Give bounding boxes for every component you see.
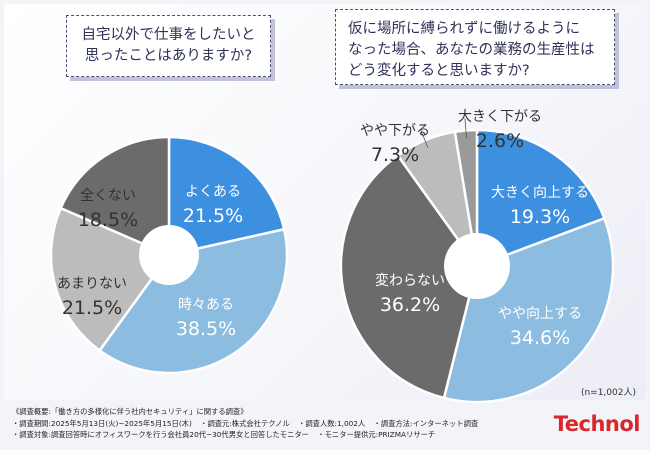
pie2-leader-line-4 — [464, 118, 467, 139]
survey-period: ・調査期間:2025年5月13日(火)~2025年5月15日(木) — [12, 418, 192, 428]
question-2-line-2: なった場合、あなたの業務の生産性は — [348, 42, 595, 58]
pie2-slice-2 — [339, 153, 479, 400]
pie1-slice-2 — [49, 206, 171, 353]
question-1-line-2: 思ったことはありますか? — [84, 48, 253, 64]
pie1-category-label-2: あまりない — [57, 276, 127, 292]
pie2-value-label-2: 36.2% — [380, 294, 440, 316]
pie1-category-label-3: 全くない — [80, 187, 136, 204]
pie2-slice-0 — [475, 128, 606, 268]
pie1-category-label-0: よくある — [185, 184, 241, 200]
pie-chart-1: よくある 21.5% 時々ある 38.5% あまりない 21.5% 全くない 18.5% — [49, 135, 289, 375]
survey-footer: 《調査概要:「働き方の多様化に伴う社内セキュリティ」に関する調査》 ・調査期間:… — [12, 406, 572, 441]
pie1-slice-3 — [59, 135, 171, 257]
pie-chart-2: 大きく向上する 19.3% やや向上する 34.6% 変わらない 36.2% やや下がる 7.… — [339, 109, 615, 404]
pie2-category-label-1: やや向上する — [498, 306, 582, 322]
pie1-value-label-2: 21.5% — [62, 297, 122, 319]
survey-respondents: ・調査人数:1,002人 — [298, 418, 366, 428]
pie1-slice-0 — [167, 135, 286, 257]
survey-organizer: ・調査元:株式会社テクノル — [200, 418, 290, 428]
survey-provider: ・モニター提供元:PRIZMAリサーチ — [317, 430, 436, 439]
pie2-value-label-0: 19.3% — [510, 206, 570, 228]
pie2-center-hole — [444, 233, 510, 299]
pie1-value-label-3: 18.5% — [78, 209, 138, 231]
pie2-category-label-4: 大きく下がる — [458, 109, 542, 125]
pie2-category-label-2: 変わらない — [375, 272, 445, 289]
pie1-value-label-1: 38.5% — [176, 318, 236, 340]
pie2-value-label-3: 7.3% — [371, 144, 419, 166]
pie2-leader-line-3 — [419, 129, 429, 148]
question-box-1: 自宅以外で仕事をしたいと 思ったことはありますか? — [66, 15, 271, 77]
question-2-line-3: どう変化すると思いますか? — [348, 63, 530, 79]
question-1-line-1: 自宅以外で仕事をしたいと — [81, 27, 256, 43]
pie1-slice-1 — [97, 227, 289, 375]
question-box-2: 仮に場所に縛られずに働けるように なった場合、あなたの業務の生産性は どう変化す… — [335, 9, 615, 85]
technol-logo: Technol — [553, 412, 641, 436]
pie2-value-label-1: 34.6% — [510, 327, 570, 349]
pie1-category-label-1: 時々ある — [178, 297, 234, 313]
pie1-center-hole — [139, 225, 199, 285]
survey-target: ・調査対象:調査回答時にオフィスワークを行う会社員20代~30代男女と回答したモ… — [12, 430, 309, 439]
question-2-line-1: 仮に場所に縛られずに働けるように — [348, 21, 580, 37]
pie2-category-label-3: やや下がる — [360, 123, 430, 139]
sample-size-note: (n=1,002人) — [580, 388, 636, 398]
pie2-category-label-0: 大きく向上する — [491, 185, 589, 201]
pie1-value-label-0: 21.5% — [183, 205, 243, 227]
survey-method: ・調査方法:インターネット調査 — [373, 418, 479, 428]
survey-title: 《調査概要:「働き方の多様化に伴う社内セキュリティ」に関する調査》 — [12, 407, 248, 416]
pie2-value-label-4: 2.6% — [476, 130, 524, 152]
